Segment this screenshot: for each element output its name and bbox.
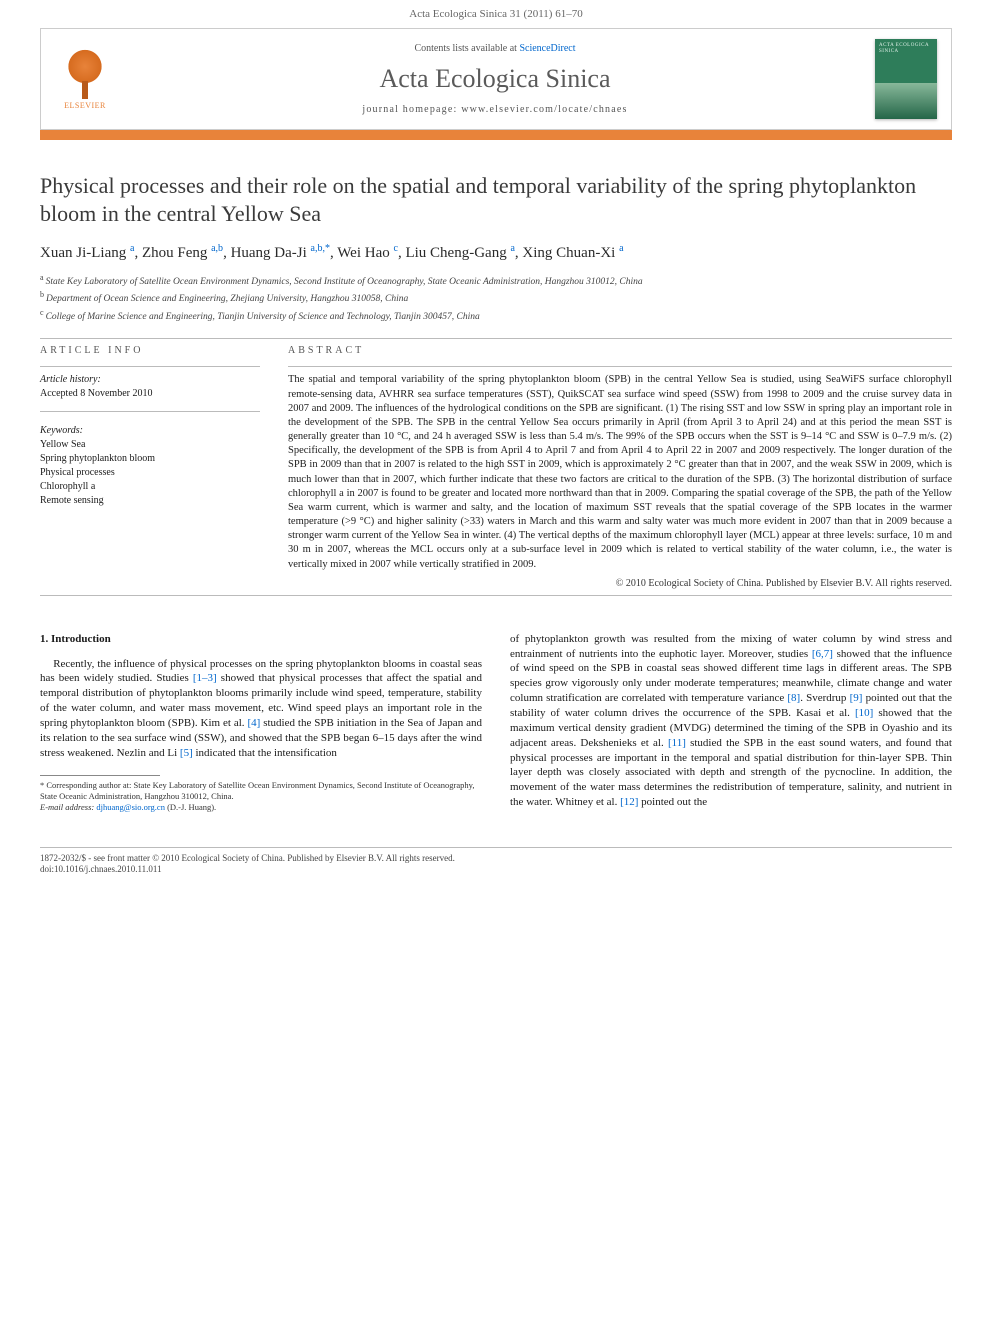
body-columns: 1. Introduction Recently, the influence … [40, 632, 952, 813]
page-footer: 1872-2032/$ - see front matter © 2010 Ec… [40, 847, 952, 876]
author-name: , Wei Hao [330, 245, 394, 261]
citation-link[interactable]: [10] [855, 707, 873, 719]
contents-prefix: Contents lists available at [414, 43, 519, 54]
keywords-list: Yellow SeaSpring phytoplankton bloomPhys… [40, 438, 260, 508]
elsevier-tree-icon [60, 49, 110, 99]
journal-homepage-line: journal homepage: www.elsevier.com/locat… [115, 104, 875, 115]
abstract-column: ABSTRACT The spatial and temporal variab… [288, 345, 952, 588]
article-title: Physical processes and their role on the… [40, 172, 952, 227]
sciencedirect-link[interactable]: ScienceDirect [519, 43, 575, 54]
author-name: , Xing Chuan-Xi [515, 245, 619, 261]
abstract-rule [288, 366, 952, 367]
rule-top [40, 338, 952, 339]
citation-link[interactable]: [9] [850, 692, 863, 704]
keyword-item: Chlorophyll a [40, 480, 260, 494]
citation-link[interactable]: [12] [620, 796, 638, 808]
accent-bar [40, 130, 952, 140]
journal-header-box: ELSEVIER Contents lists available at Sci… [40, 28, 952, 130]
keywords-heading: Keywords: [40, 424, 260, 438]
intro-heading: 1. Introduction [40, 632, 482, 647]
email-label: E-mail address: [40, 802, 94, 812]
author-name: Xuan Ji-Liang [40, 245, 130, 261]
citation-link[interactable]: [4] [247, 717, 260, 729]
journal-name: Acta Ecologica Sinica [115, 64, 875, 94]
affiliation-line: a State Key Laboratory of Satellite Ocea… [40, 272, 952, 289]
article-info-column: ARTICLE INFO Article history: Accepted 8… [40, 345, 260, 588]
contents-available-line: Contents lists available at ScienceDirec… [115, 43, 875, 54]
keyword-item: Spring phytoplankton bloom [40, 452, 260, 466]
body-left-column: 1. Introduction Recently, the influence … [40, 632, 482, 813]
affiliations-block: a State Key Laboratory of Satellite Ocea… [40, 272, 952, 324]
history-date: Accepted 8 November 2010 [40, 387, 260, 401]
citation-link[interactable]: [8] [787, 692, 800, 704]
footnotes-block: * Corresponding author at: State Key Lab… [40, 780, 482, 813]
article-info-label: ARTICLE INFO [40, 345, 260, 356]
journal-reference-line: Acta Ecologica Sinica 31 (2011) 61–70 [0, 0, 992, 24]
citation-link[interactable]: [1–3] [193, 672, 217, 684]
citation-link[interactable]: [5] [180, 747, 193, 759]
email-attribution: (D.-J. Huang). [167, 802, 216, 812]
body-right-column: of phytoplankton growth was resulted fro… [510, 632, 952, 813]
journal-cover-thumb: ACTA ECOLOGICA SINICA [875, 39, 937, 119]
journal-ref-text: Acta Ecologica Sinica 31 (2011) 61–70 [409, 8, 582, 20]
author-name: , Zhou Feng [134, 245, 211, 261]
elsevier-logo: ELSEVIER [55, 44, 115, 114]
keywords-block: Keywords: Yellow SeaSpring phytoplankton… [40, 424, 260, 518]
homepage-prefix: journal homepage: [362, 104, 461, 115]
email-line: E-mail address: djhuang@sio.org.cn (D.-J… [40, 802, 482, 813]
elsevier-label: ELSEVIER [64, 101, 106, 110]
author-affil-sup: a [619, 243, 623, 254]
keyword-item: Remote sensing [40, 494, 260, 508]
citation-link[interactable]: [11] [668, 737, 686, 749]
intro-para-right: of phytoplankton growth was resulted fro… [510, 632, 952, 810]
article-history-block: Article history: Accepted 8 November 201… [40, 373, 260, 412]
article-content: Physical processes and their role on the… [0, 140, 992, 833]
abstract-label: ABSTRACT [288, 345, 952, 356]
footer-copyright: 1872-2032/$ - see front matter © 2010 Ec… [40, 853, 952, 865]
authors-line: Xuan Ji-Liang a , Zhou Feng a,b, Huang Da… [40, 243, 952, 262]
footer-doi: doi:10.1016/j.chnaes.2010.11.011 [40, 864, 952, 876]
homepage-url: www.elsevier.com/locate/chnaes [461, 104, 627, 115]
history-heading: Article history: [40, 373, 260, 387]
affiliation-line: b Department of Ocean Science and Engine… [40, 289, 952, 306]
author-name: , Huang Da-Ji [223, 245, 310, 261]
corresponding-author-note: * Corresponding author at: State Key Lab… [40, 780, 482, 802]
info-abstract-row: ARTICLE INFO Article history: Accepted 8… [40, 345, 952, 588]
affiliation-line: c College of Marine Science and Engineer… [40, 307, 952, 324]
info-rule-1 [40, 366, 260, 367]
email-link[interactable]: djhuang@sio.org.cn [96, 802, 165, 812]
abstract-copyright: © 2010 Ecological Society of China. Publ… [288, 578, 952, 589]
footnote-separator [40, 775, 160, 776]
intro-para-left: Recently, the influence of physical proc… [40, 657, 482, 761]
author-affil-sup: a,b [211, 243, 223, 254]
author-affil-sup: a,b,* [311, 243, 330, 254]
header-center: Contents lists available at ScienceDirec… [115, 43, 875, 115]
keyword-item: Yellow Sea [40, 438, 260, 452]
citation-link[interactable]: [6,7] [812, 648, 833, 660]
author-name: , Liu Cheng-Gang [398, 245, 510, 261]
keyword-item: Physical processes [40, 466, 260, 480]
abstract-text: The spatial and temporal variability of … [288, 373, 952, 571]
cover-thumb-text: ACTA ECOLOGICA SINICA [879, 43, 937, 54]
rule-bottom [40, 595, 952, 596]
